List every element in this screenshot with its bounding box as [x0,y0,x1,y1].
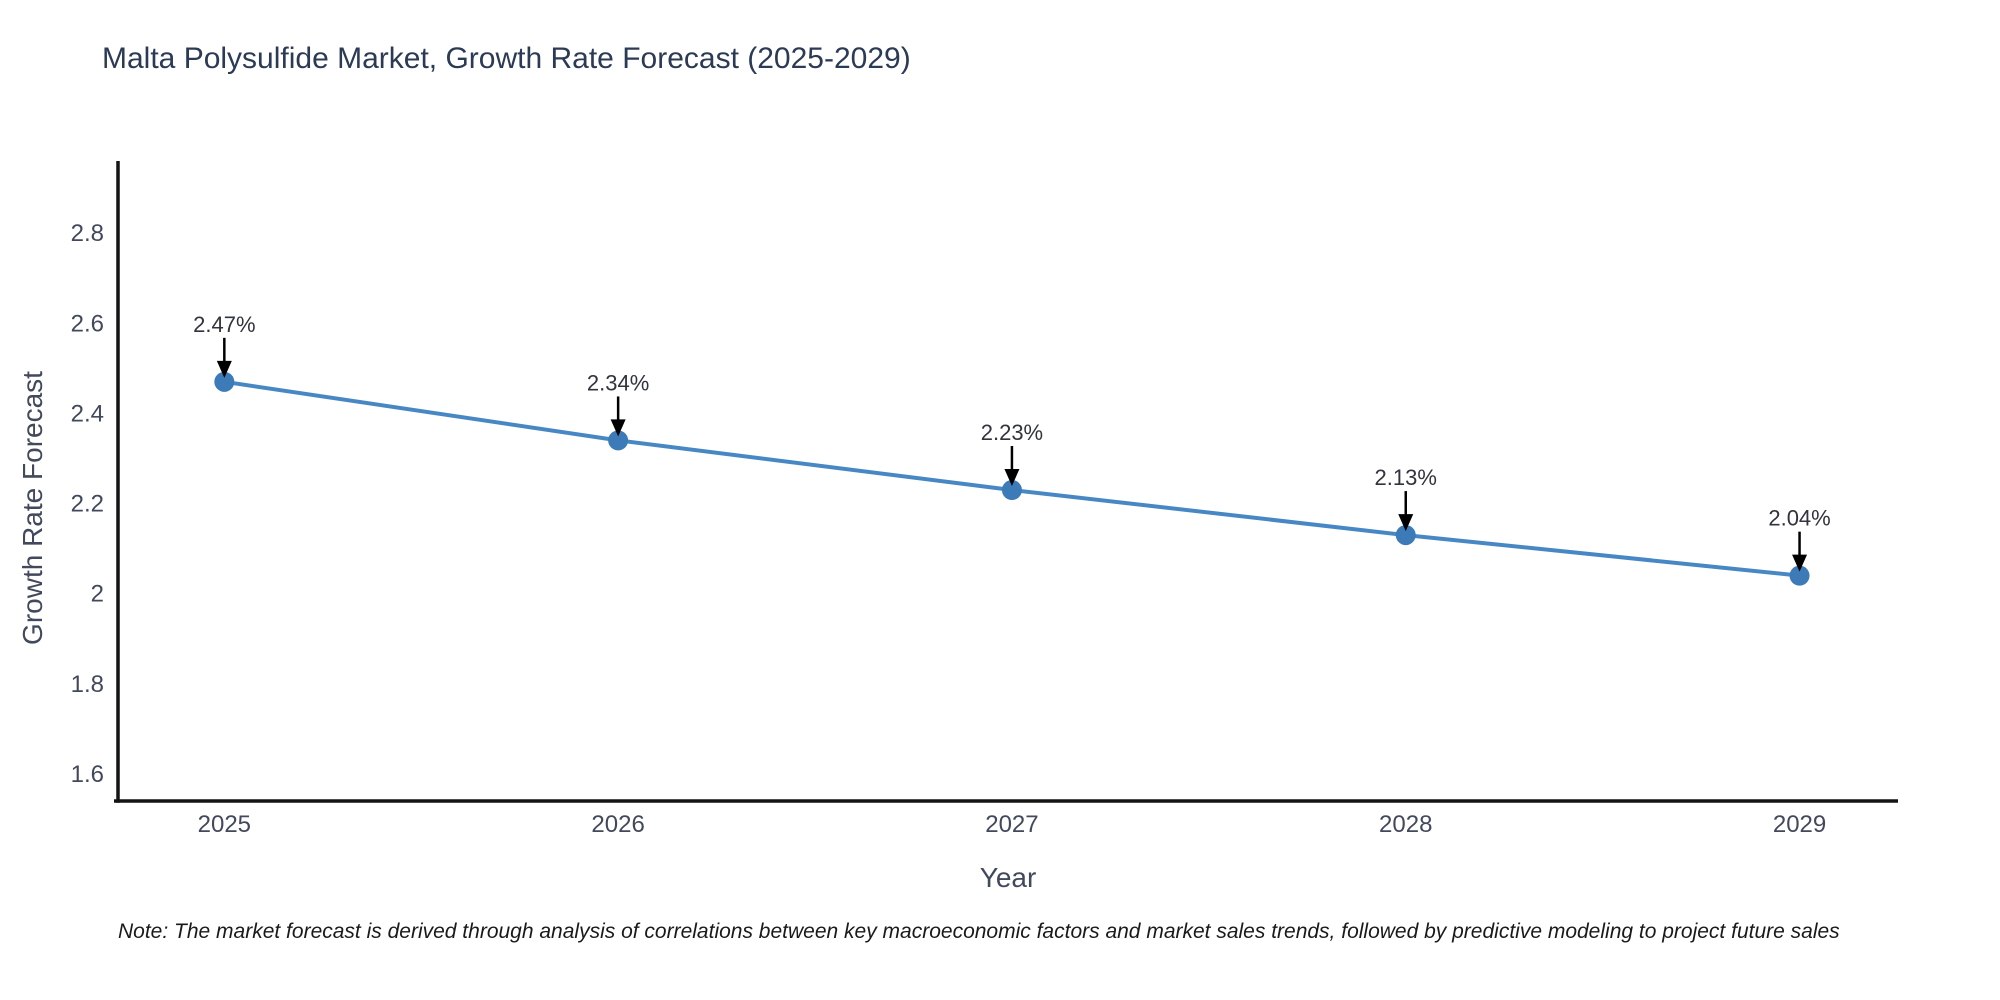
data-point [214,371,235,392]
x-axis-title: Year [979,862,1037,893]
y-tick-label: 1.6 [71,761,104,788]
data-point-label: 2.34% [587,370,649,395]
x-tick-label: 2029 [1773,811,1826,838]
annotation-arrowhead [1398,514,1414,532]
footnote: Note: The market forecast is derived thr… [118,920,1840,943]
y-tick-label: 2 [91,581,104,608]
chart-title: Malta Polysulfide Market, Growth Rate Fo… [102,42,911,75]
annotation-arrowhead [1004,469,1020,487]
data-point [608,430,629,451]
data-point [1395,525,1416,546]
x-tick-label: 2028 [1379,811,1432,838]
y-tick-label: 2.8 [71,220,104,247]
data-point-label: 2.47% [193,312,255,337]
x-tick-label: 2026 [591,811,644,838]
x-tick-label: 2027 [985,811,1038,838]
annotation-arrowhead [610,419,626,437]
data-point-label: 2.04% [1768,506,1830,531]
y-tick-label: 2.6 [71,310,104,337]
data-point-label: 2.23% [981,420,1043,445]
data-point-label: 2.13% [1375,465,1437,490]
annotation-arrowhead [216,360,232,378]
data-point [1001,480,1022,501]
data-point [1789,565,1810,586]
y-tick-label: 2.4 [71,400,104,427]
y-tick-label: 1.8 [71,671,104,698]
y-tick-label: 2.2 [71,491,104,518]
annotation-arrowhead [1792,554,1808,572]
x-tick-label: 2025 [198,811,251,838]
